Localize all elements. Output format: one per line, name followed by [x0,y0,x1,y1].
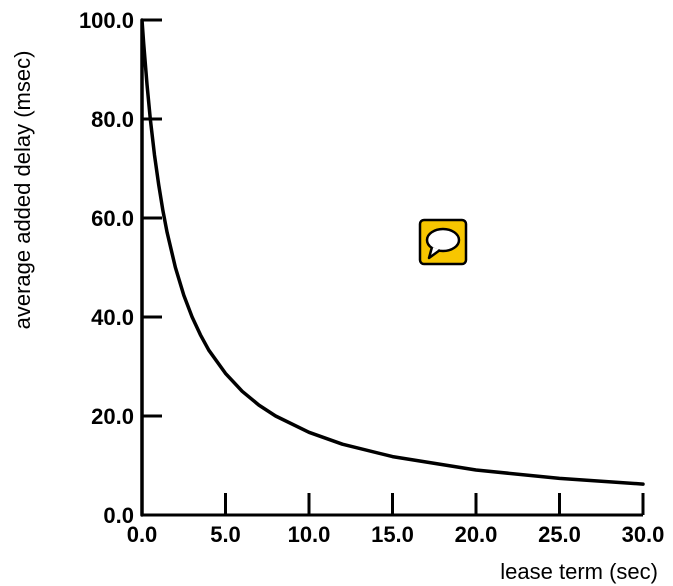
x-tick-label: 30.0 [622,522,665,547]
x-tick-label: 20.0 [455,522,498,547]
y-tick-label: 20.0 [91,404,134,429]
tick-labels: 0.0 5.0 10.0 15.0 20.0 25.0 30.0 0.0 20.0 40.0 60.… [79,8,664,547]
y-tick-label: 100.0 [79,8,134,33]
y-tick-label: 80.0 [91,107,134,132]
x-tick-label: 10.0 [288,522,331,547]
y-tick-label: 40.0 [91,305,134,330]
y-tick-label: 60.0 [91,206,134,231]
x-tick-label: 25.0 [538,522,581,547]
axis-ticks [140,18,645,517]
speech-bubble-icon[interactable] [418,218,468,266]
y-axis-title: average added delay (msec) [10,51,35,330]
y-tick-label: 0.0 [103,503,134,528]
x-tick-label: 0.0 [127,522,158,547]
x-tick-label: 5.0 [210,522,241,547]
x-axis-title: lease term (sec) [500,559,658,584]
x-tick-label: 15.0 [371,522,414,547]
delay-curve [140,18,645,517]
